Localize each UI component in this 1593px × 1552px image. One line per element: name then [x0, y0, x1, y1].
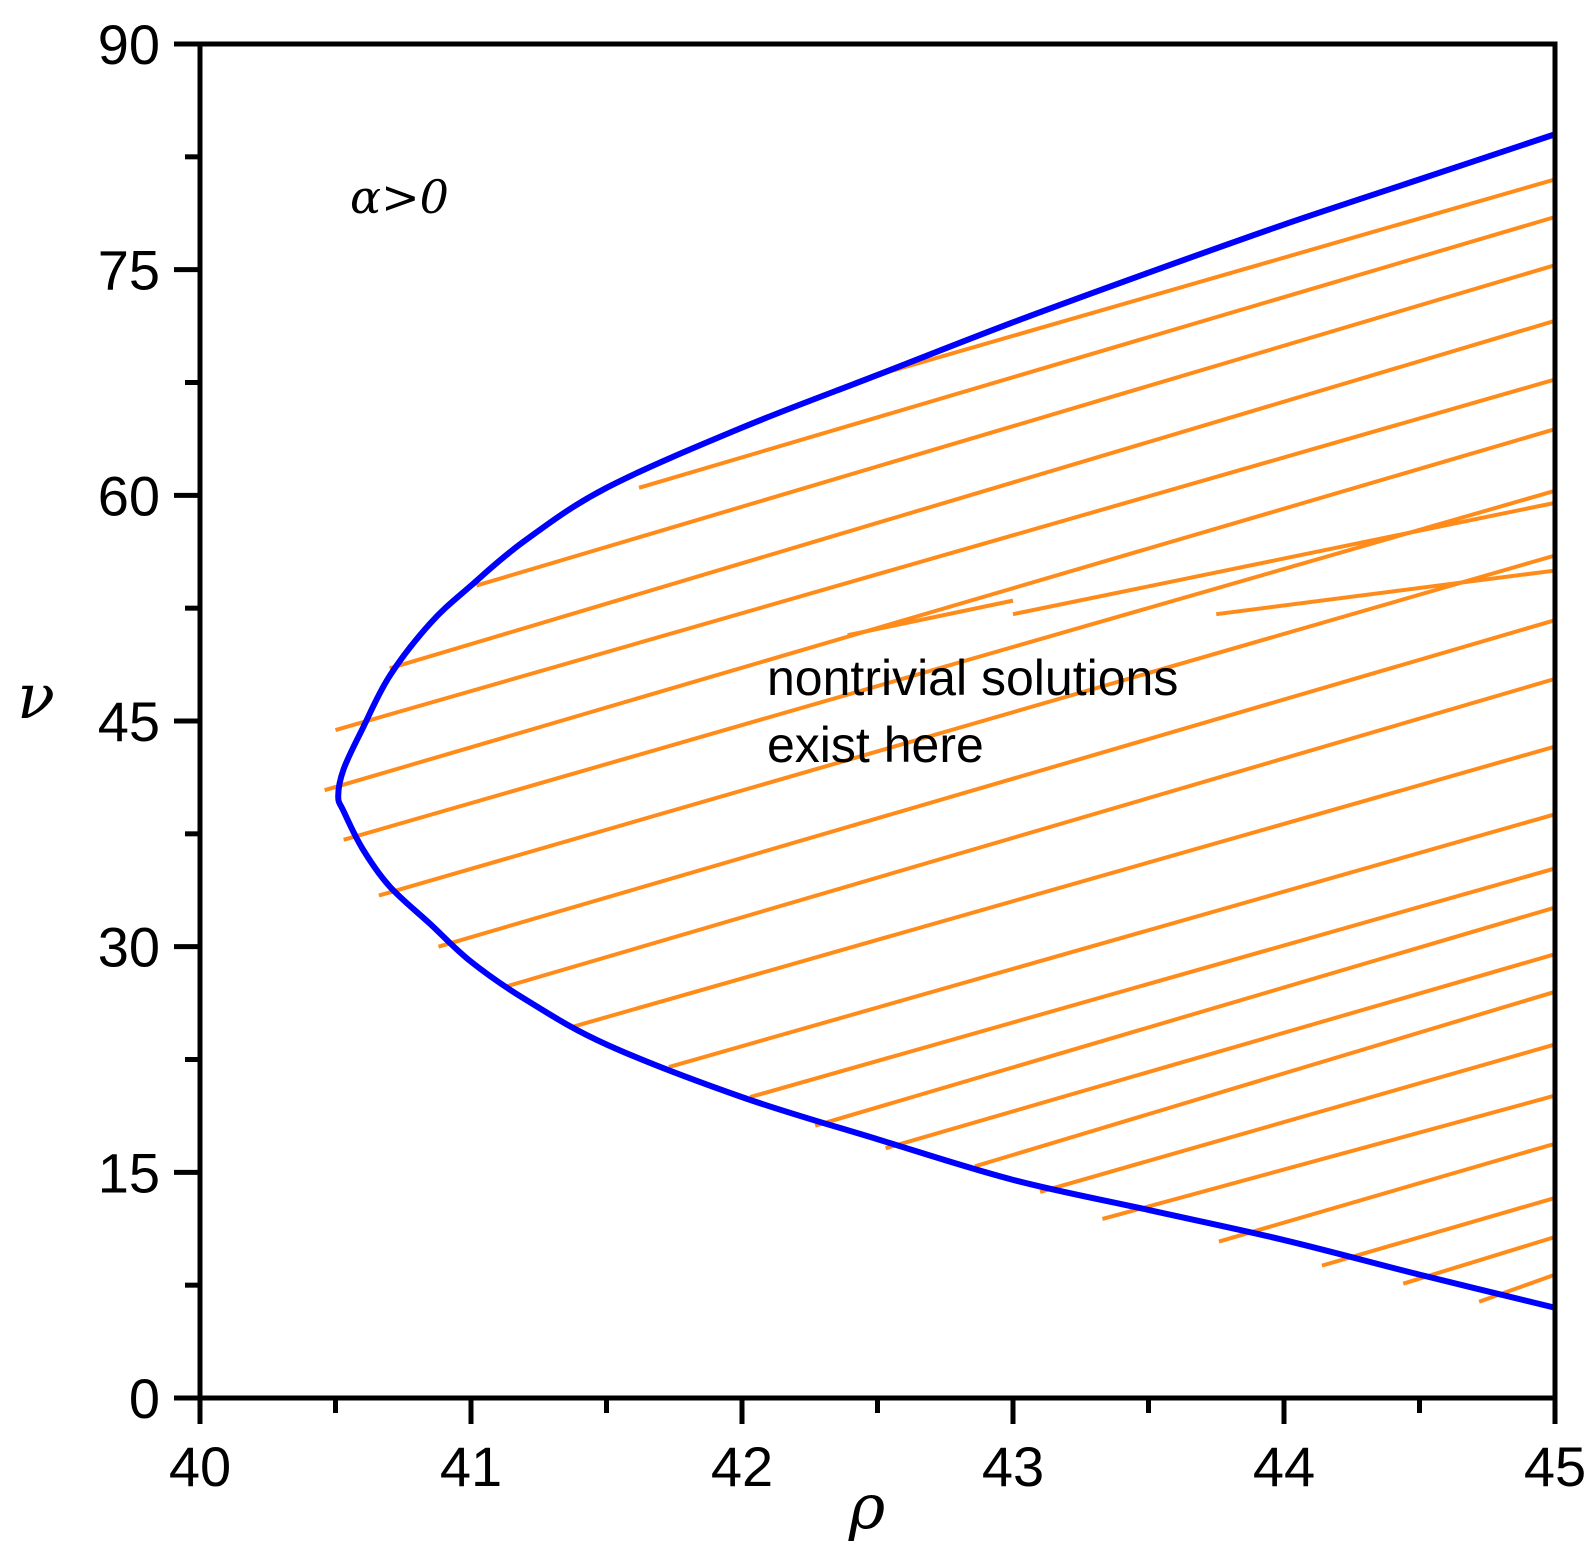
x-tick-label-41: 41 — [440, 1435, 502, 1498]
hatch-line-20 — [1321, 1195, 1556, 1268]
y-tick-label-30: 30 — [98, 916, 160, 979]
hatch-line-22 — [1478, 1272, 1556, 1304]
series-layer — [335, 131, 1556, 1311]
tick-labels-layer: 40 41 42 43 44 45 0 15 30 45 60 75 90 — [98, 13, 1586, 1498]
hatch-line-15 — [885, 952, 1556, 1151]
x-tick-label-40: 40 — [169, 1435, 231, 1498]
x-tick-label-45: 45 — [1524, 1435, 1586, 1498]
x-tick-label-43: 43 — [982, 1435, 1044, 1498]
hatch-line-4 — [389, 318, 1556, 671]
hatch-line-12 — [668, 812, 1556, 1069]
hatch-line-2 — [638, 215, 1556, 490]
y-axis-label: ν — [17, 660, 55, 733]
annotation-line-2: exist here — [767, 717, 984, 773]
y-tick-label-0: 0 — [129, 1367, 160, 1430]
y-tick-label-90: 90 — [98, 13, 160, 76]
hatch-line-1 — [876, 177, 1556, 377]
y-tick-label-75: 75 — [98, 239, 160, 302]
boundary-curve-1 — [335, 131, 1556, 1311]
y-tick-label-45: 45 — [98, 690, 160, 753]
hatch-line-23 — [847, 598, 1014, 638]
annotation-line-1: nontrivial solutions — [767, 650, 1178, 706]
hatch-layer — [324, 177, 1556, 1304]
hatch-line-16 — [974, 989, 1556, 1169]
hatch-line-10 — [502, 676, 1556, 990]
hatch-line-19 — [1218, 1141, 1556, 1244]
y-tick-label-60: 60 — [98, 464, 160, 527]
condition-label: α>0 — [350, 170, 449, 224]
hatch-line-17 — [1039, 1042, 1556, 1194]
hatch-line-24 — [1012, 500, 1556, 617]
ticks-layer — [174, 41, 1558, 1424]
hatch-line-5 — [334, 377, 1556, 732]
hatch-line-18 — [1101, 1093, 1556, 1221]
hatch-line-11 — [573, 744, 1556, 1029]
hatch-line-7 — [343, 488, 1556, 842]
x-axis-label: ρ — [848, 1470, 885, 1543]
x-tick-label-42: 42 — [711, 1435, 773, 1498]
hatch-line-8 — [378, 553, 1556, 898]
hatch-line-14 — [814, 905, 1556, 1128]
hatch-line-3 — [475, 263, 1556, 588]
hatch-line-13 — [749, 866, 1556, 1100]
hatch-line-9 — [437, 618, 1556, 949]
y-tick-label-15: 15 — [98, 1141, 160, 1204]
hatch-line-25 — [1215, 568, 1556, 617]
x-tick-label-44: 44 — [1253, 1435, 1315, 1498]
hatch-line-6 — [324, 427, 1556, 793]
